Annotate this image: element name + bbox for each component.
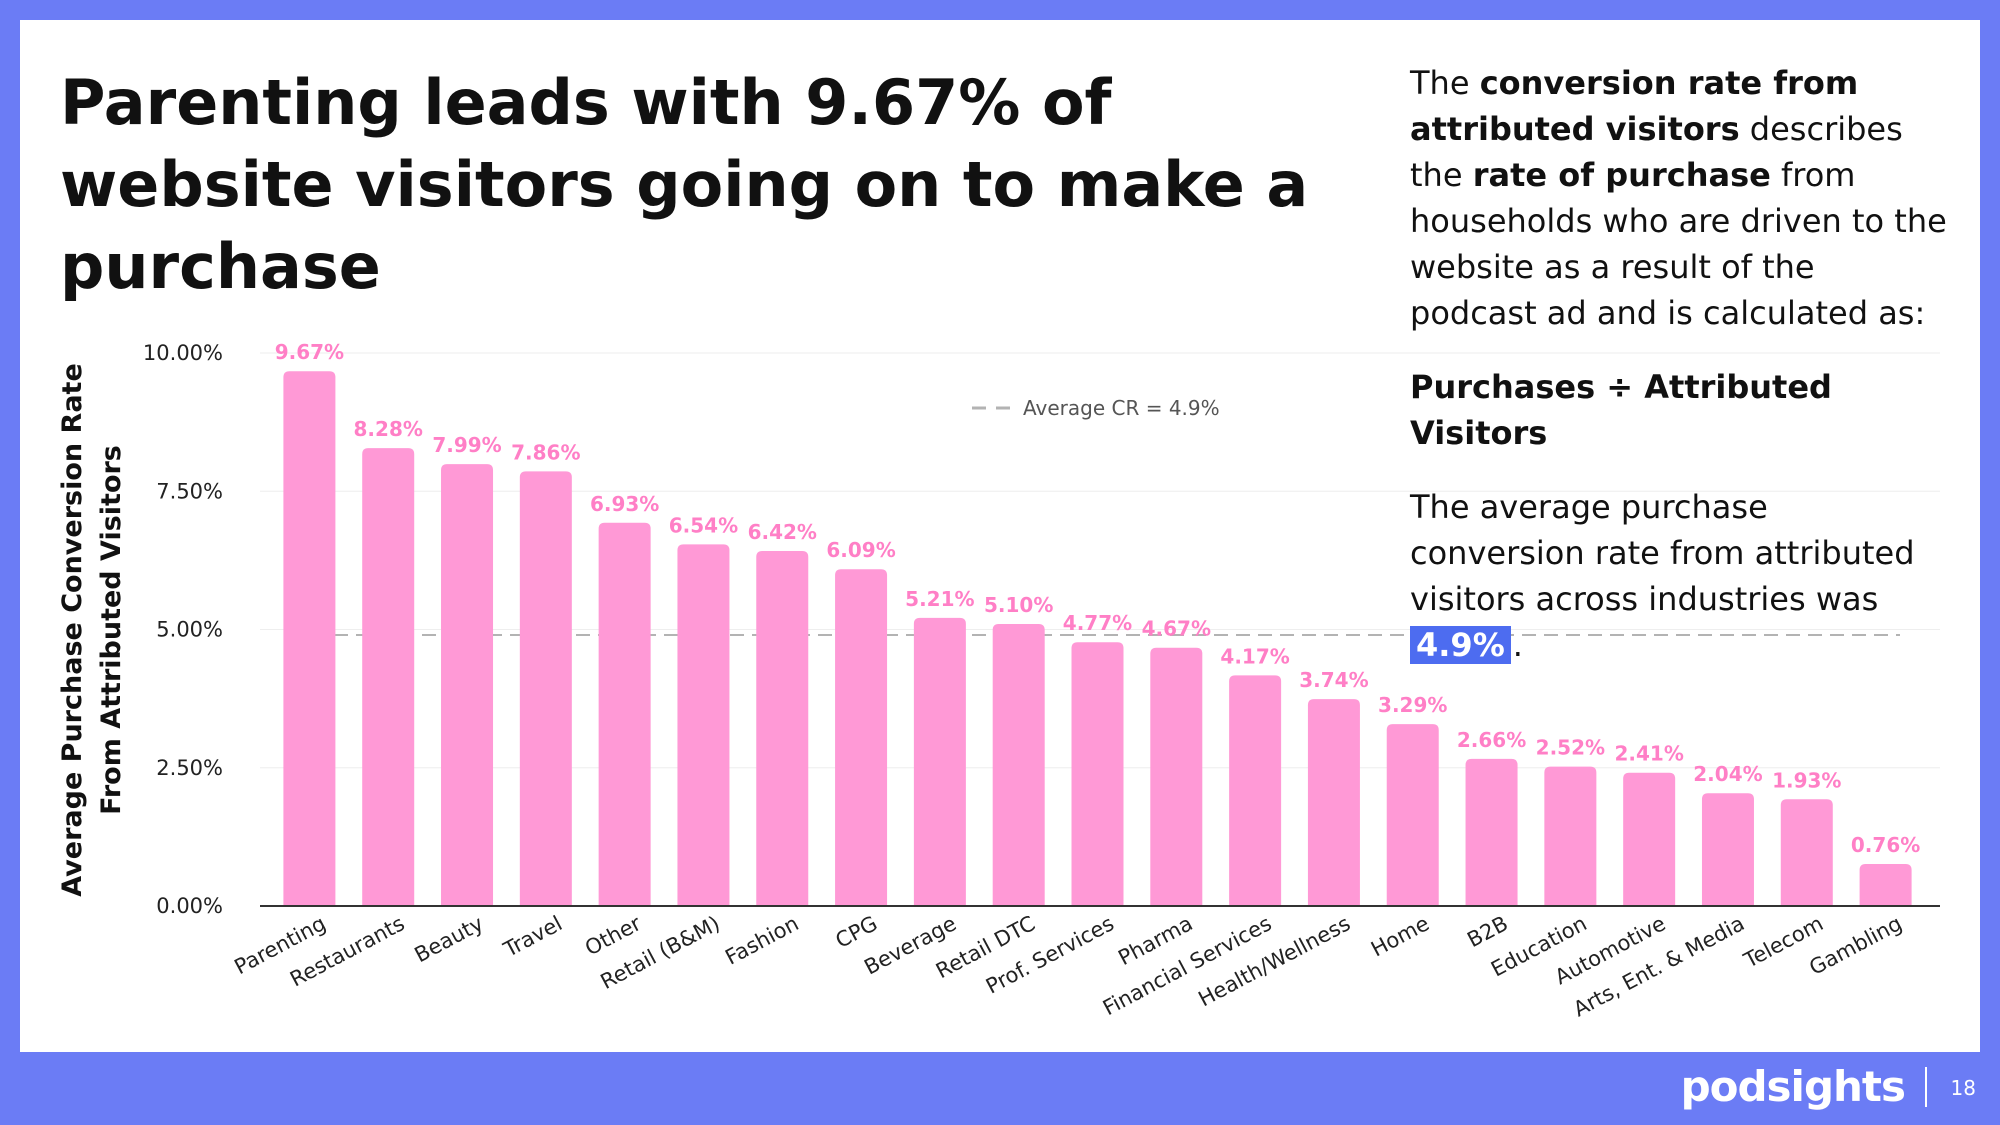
- data-label: 8.28%: [354, 417, 423, 441]
- average-paragraph: The average purchase conversion rate fro…: [1410, 484, 1950, 668]
- data-label: 6.93%: [590, 492, 659, 516]
- legend-label: Average CR = 4.9%: [1023, 396, 1220, 420]
- y-axis-label-line1: Average Purchase Conversion Rate: [57, 363, 88, 897]
- bar: [1780, 799, 1833, 906]
- data-label: 2.52%: [1536, 736, 1605, 760]
- data-label: 2.04%: [1693, 762, 1762, 786]
- data-label: 3.74%: [1299, 668, 1368, 692]
- definition-paragraph: The conversion rate from attributed visi…: [1410, 60, 1950, 336]
- bar: [1859, 863, 1912, 906]
- data-label: 5.10%: [984, 593, 1053, 617]
- data-label: 2.41%: [1614, 742, 1683, 766]
- bar: [913, 617, 966, 906]
- y-tick-label: 5.00%: [156, 618, 223, 642]
- bar: [1544, 766, 1597, 906]
- data-label: 1.93%: [1772, 768, 1841, 792]
- bar-chart: Average CR = 4.9% 9.67% 8.28% 7.99% 7.86% 6.…: [57, 340, 1940, 1022]
- x-tick-label: Beauty: [411, 911, 488, 967]
- average-highlight-badge: 4.9%: [1410, 626, 1511, 664]
- bar: [1150, 647, 1203, 906]
- bar: [756, 550, 809, 906]
- bar: [1465, 758, 1518, 906]
- data-label: 2.66%: [1457, 728, 1526, 752]
- bars: [283, 371, 1912, 906]
- data-label: 6.42%: [748, 520, 817, 544]
- footer-divider: [1925, 1067, 1927, 1107]
- y-tick-label: 2.50%: [156, 756, 223, 780]
- data-label: 3.29%: [1378, 693, 1447, 717]
- definition-text-2: describes the: [1410, 110, 1903, 194]
- bar: [1701, 793, 1754, 906]
- definition-term: conversion rate from attributed visitors: [1410, 64, 1859, 148]
- average-text-end: .: [1512, 626, 1523, 664]
- data-labels: 9.67% 8.28% 7.99% 7.86% 6.93% 6.54% 6.42% 6.09%…: [275, 340, 1921, 857]
- definition-text-3: from households who are driven to the we…: [1410, 156, 1947, 332]
- data-label: 0.76%: [1851, 833, 1920, 857]
- y-tick-label: 7.50%: [156, 479, 223, 503]
- x-tick-label: Fashion: [721, 911, 802, 969]
- y-tick-label: 0.00%: [156, 894, 223, 918]
- bar: [1623, 772, 1676, 906]
- x-tick-label: Home: [1367, 911, 1433, 961]
- slide: Parenting leads with 9.67% of website vi…: [20, 20, 1980, 1052]
- x-tick-label: CPG: [832, 911, 882, 953]
- page-title: Parenting leads with 9.67% of website vi…: [60, 66, 1309, 303]
- bar: [362, 448, 415, 906]
- podsights-logo: podsights: [1680, 1062, 1906, 1111]
- explanation-panel: The conversion rate from attributed visi…: [1410, 60, 1950, 668]
- data-label: 4.67%: [1142, 617, 1211, 641]
- data-label: 5.21%: [905, 587, 974, 611]
- bar: [283, 371, 336, 906]
- bar: [1229, 675, 1282, 906]
- page-number: 18: [1950, 1076, 1976, 1100]
- bar: [992, 623, 1045, 906]
- y-axis-label-line2: From Attributed Visitors: [96, 445, 127, 815]
- data-label: 7.86%: [511, 440, 580, 464]
- data-label: 7.99%: [432, 433, 501, 457]
- bar: [835, 569, 888, 906]
- bar: [1071, 642, 1124, 906]
- bar: [1386, 724, 1439, 906]
- bar: [519, 471, 572, 906]
- bar: [1307, 699, 1360, 906]
- data-label: 4.77%: [1063, 611, 1132, 635]
- formula: Purchases ÷ Attributed Visitors: [1410, 368, 1832, 452]
- average-text: The average purchase conversion rate fro…: [1410, 488, 1915, 618]
- data-label: 9.67%: [275, 340, 344, 364]
- data-label: 4.17%: [1220, 644, 1289, 668]
- bar: [677, 544, 730, 906]
- data-label: 6.54%: [669, 513, 738, 537]
- definition-text-1: The: [1410, 64, 1480, 102]
- y-tick-label: 10.00%: [143, 341, 223, 365]
- x-tick-label: Travel: [499, 911, 566, 962]
- definition-term-2: rate of purchase: [1472, 156, 1771, 194]
- y-tick-labels: 0.00% 2.50% 5.00% 7.50% 10.00%: [143, 341, 223, 918]
- bar: [598, 522, 651, 906]
- bar: [441, 464, 494, 906]
- x-tick-label: B2B: [1463, 911, 1512, 952]
- data-label: 6.09%: [826, 538, 895, 562]
